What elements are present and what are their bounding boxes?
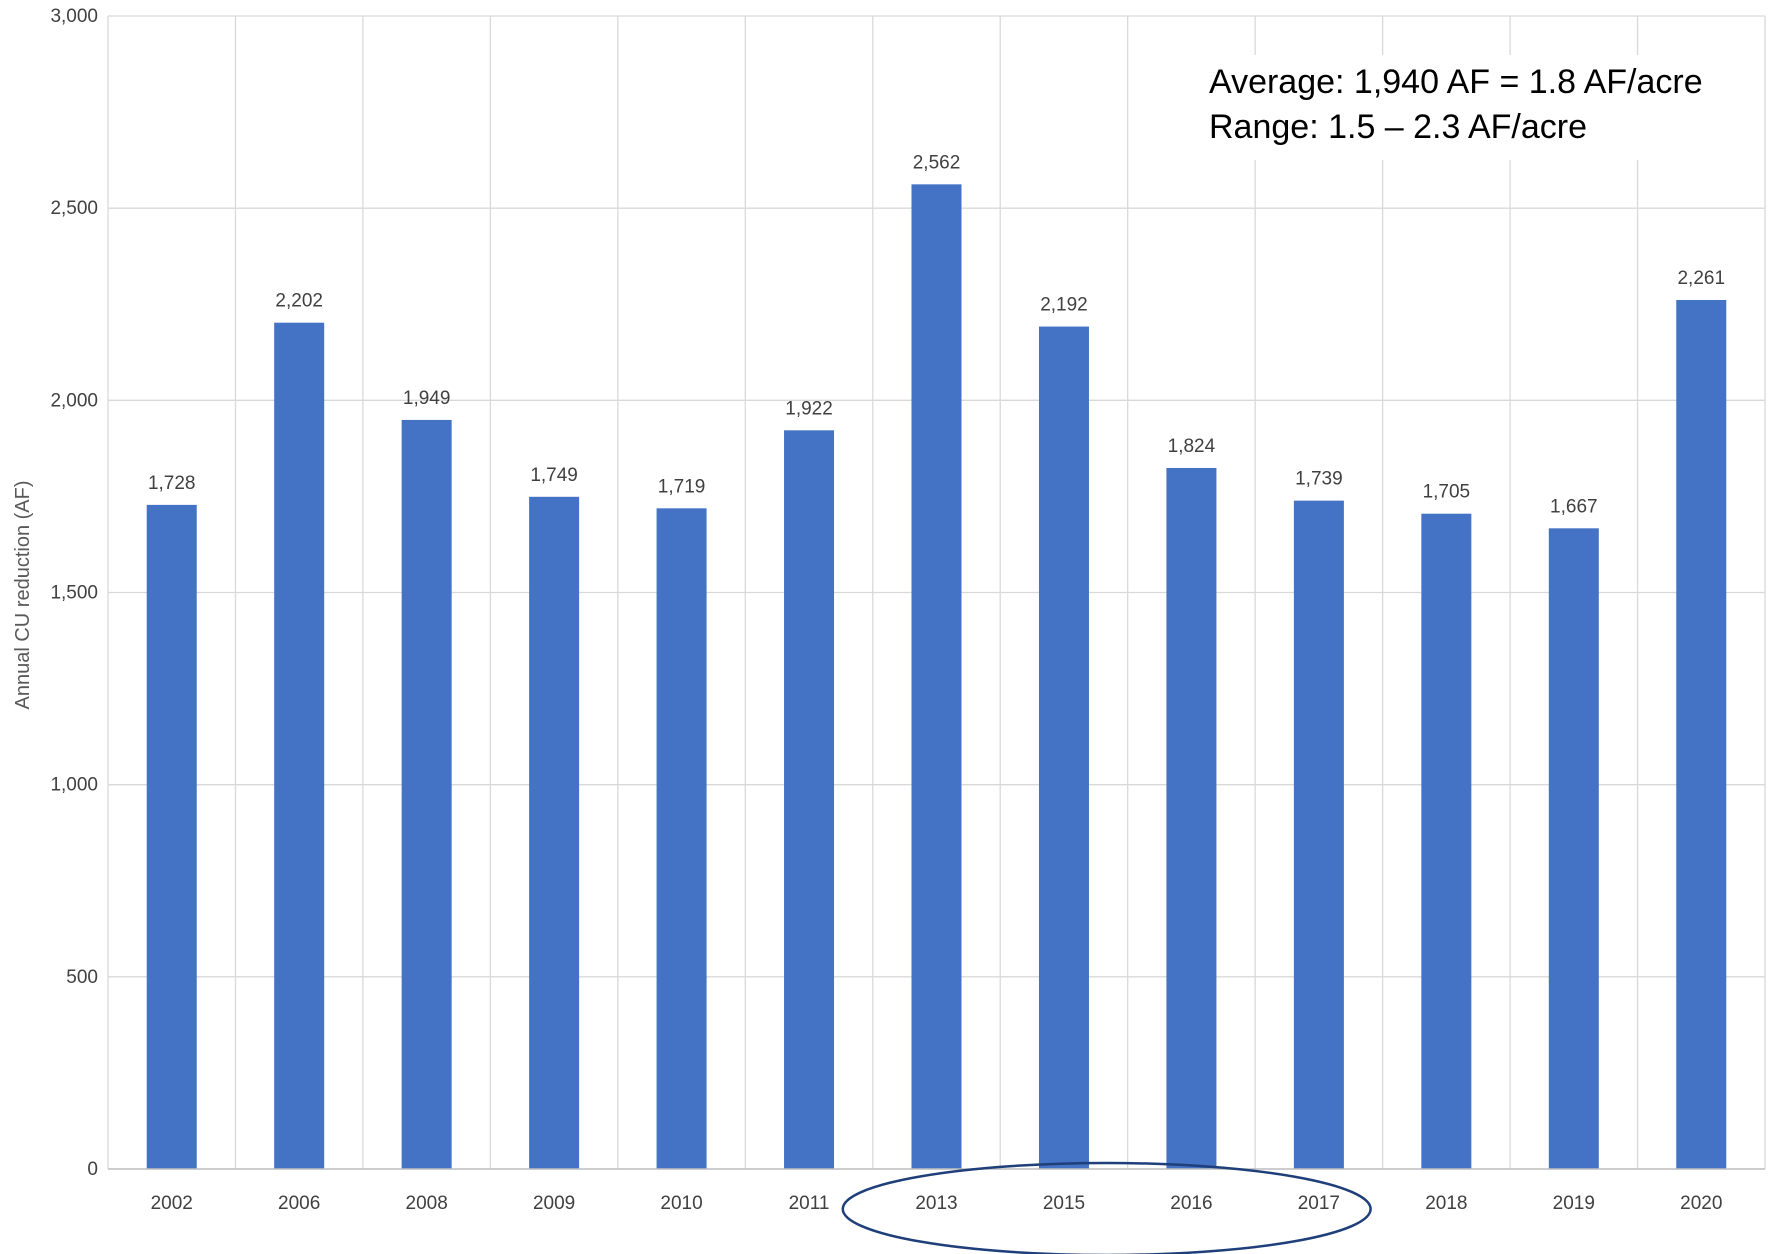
- bar-2013: [911, 184, 962, 1169]
- data-label-2017: 1,739: [1295, 469, 1343, 490]
- data-label-2020: 2,261: [1677, 268, 1725, 289]
- x-tick-label-2011: 2011: [789, 1193, 830, 1214]
- axes: 0 500 1,000 1,500 2,000 2,500 3,000 2002 2006 200…: [50, 6, 1765, 1214]
- bar-2008: [401, 419, 452, 1169]
- x-tick-label-2015: 2015: [1043, 1193, 1085, 1214]
- bar-2011: [784, 430, 835, 1169]
- y-tick-label: 2,500: [50, 198, 98, 219]
- bar-2010: [656, 508, 707, 1169]
- data-labels: 1,728 2,202 1,949 1,749 1,719 1,922 2,562 2,192…: [148, 152, 1725, 517]
- x-tick-label-2009: 2009: [533, 1193, 575, 1214]
- x-tick-label-2018: 2018: [1425, 1193, 1467, 1214]
- bar-2009: [529, 496, 580, 1169]
- data-label-2006: 2,202: [275, 291, 323, 312]
- x-tick-label-2010: 2010: [660, 1193, 702, 1214]
- data-label-2015: 2,192: [1040, 295, 1088, 316]
- x-tick-label-2019: 2019: [1553, 1193, 1595, 1214]
- data-label-2002: 1,728: [148, 473, 196, 494]
- y-axis-title: Annual CU reduction (AF): [12, 481, 34, 710]
- y-tick-label: 1,000: [50, 775, 98, 796]
- data-label-2011: 1,922: [785, 398, 833, 419]
- highlight-ellipse: [841, 1161, 1372, 1254]
- x-tick-label-2020: 2020: [1680, 1193, 1722, 1214]
- annotation-range: Range: 1.5 – 2.3 AF/acre: [1209, 108, 1587, 146]
- bar-2002: [146, 504, 197, 1169]
- bars: [146, 184, 1727, 1169]
- x-tick-label-2002: 2002: [151, 1193, 193, 1214]
- annotation-background: [1190, 55, 1730, 160]
- data-label-2008: 1,949: [403, 388, 451, 409]
- bar-2019: [1548, 528, 1599, 1169]
- bar-2006: [274, 322, 325, 1169]
- annotation-box: Average: 1,940 AF = 1.8 AF/acre Range: 1…: [1190, 55, 1730, 160]
- y-tick-label: 500: [66, 967, 98, 988]
- data-label-2019: 1,667: [1550, 496, 1598, 517]
- data-label-2016: 1,824: [1168, 436, 1216, 457]
- annotation-average: Average: 1,940 AF = 1.8 AF/acre: [1209, 63, 1703, 101]
- y-tick-label: 2,000: [50, 390, 98, 411]
- x-tick-label-2016: 2016: [1170, 1193, 1212, 1214]
- x-tick-label-2017: 2017: [1298, 1193, 1340, 1214]
- data-label-2009: 1,749: [530, 465, 578, 486]
- bar-2016: [1166, 467, 1217, 1169]
- y-tick-label: 3,000: [50, 6, 98, 27]
- y-tick-label: 1,500: [50, 583, 98, 604]
- data-label-2010: 1,719: [658, 476, 706, 497]
- bar-2017: [1293, 500, 1344, 1169]
- y-tick-label: 0: [87, 1159, 98, 1180]
- bar-2015: [1038, 326, 1089, 1169]
- bar-2020: [1676, 300, 1727, 1169]
- x-tick-label-2013: 2013: [915, 1193, 957, 1214]
- data-label-2018: 1,705: [1423, 482, 1471, 503]
- data-label-2013: 2,562: [913, 152, 961, 173]
- x-tick-label-2006: 2006: [278, 1193, 320, 1214]
- x-tick-label-2008: 2008: [406, 1193, 448, 1214]
- bar-2018: [1421, 513, 1472, 1169]
